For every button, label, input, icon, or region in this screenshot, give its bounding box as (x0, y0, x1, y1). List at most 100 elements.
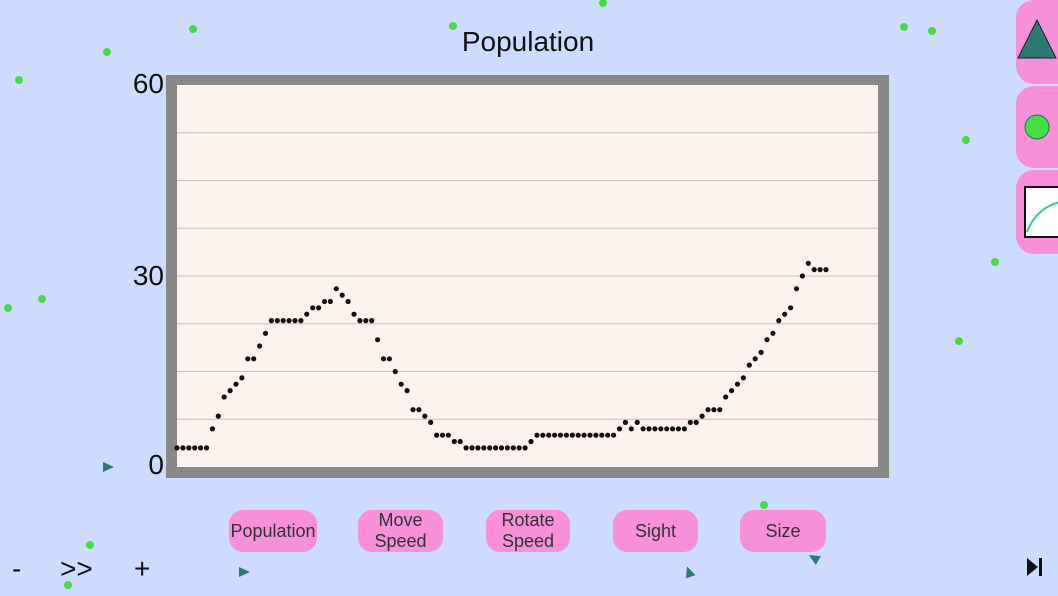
data-point (363, 318, 369, 324)
data-point (239, 375, 245, 381)
data-point (504, 445, 510, 451)
data-point (510, 445, 516, 451)
data-point (622, 419, 629, 425)
sight-button[interactable]: Sight (613, 510, 698, 552)
food-pellet (928, 27, 936, 35)
food-pellet (900, 23, 908, 31)
population-button[interactable]: Population (229, 510, 317, 552)
data-point (180, 445, 186, 451)
data-point (280, 318, 286, 324)
data-point (687, 419, 693, 425)
data-point (658, 426, 664, 432)
chart-title: Population (461, 26, 595, 57)
data-point (310, 305, 316, 311)
data-point (717, 407, 723, 413)
food-pellet (38, 295, 46, 303)
triangle-icon (1017, 18, 1057, 59)
data-point (805, 260, 811, 266)
y-tick-60: 60 (132, 68, 164, 99)
food-pellet (103, 48, 111, 56)
data-point (628, 426, 634, 432)
data-point (186, 445, 192, 451)
data-point (475, 445, 481, 451)
data-point (634, 419, 640, 425)
food-pellet (955, 337, 963, 345)
food-pellet (64, 581, 72, 589)
data-point (333, 286, 339, 292)
data-point (345, 298, 351, 305)
fast-forward-button[interactable]: >> (60, 553, 93, 584)
data-point (557, 432, 564, 438)
data-point (599, 432, 605, 438)
step-icon (1027, 558, 1042, 576)
step-button[interactable] (1026, 557, 1044, 583)
data-point (439, 432, 446, 438)
size-button[interactable]: Size (740, 510, 826, 552)
data-point (581, 432, 587, 438)
data-point (292, 318, 298, 324)
creature (239, 567, 250, 577)
data-point (321, 298, 328, 305)
data-point (764, 337, 770, 343)
data-point (369, 318, 375, 324)
sidebar-tab-chart[interactable] (1016, 170, 1058, 254)
data-point (605, 432, 611, 438)
creature (103, 462, 114, 472)
data-point (463, 445, 469, 451)
data-point (752, 356, 758, 362)
data-point (257, 343, 263, 349)
data-point (546, 432, 552, 438)
data-point (693, 419, 699, 425)
food-pellet (760, 501, 768, 509)
data-point (611, 432, 617, 438)
data-point (398, 381, 404, 387)
food-pellet (189, 25, 197, 33)
food-pellet (449, 22, 457, 30)
data-point (734, 381, 741, 387)
data-point (746, 362, 752, 368)
data-point (575, 432, 581, 438)
data-point (705, 407, 711, 413)
y-tick-30: 30 (132, 260, 164, 291)
food-pellet (962, 136, 970, 144)
data-point (174, 445, 180, 451)
data-point (670, 426, 676, 432)
data-point (487, 445, 493, 451)
data-point (451, 438, 457, 445)
data-point (516, 445, 522, 451)
data-point (316, 305, 322, 311)
sidebar-tab-triangle[interactable] (1016, 0, 1058, 84)
data-point (262, 330, 269, 336)
food-pellet (991, 258, 999, 266)
move-speed-button[interactable]: Move Speed (358, 510, 443, 552)
rotate-speed-button[interactable]: Rotate Speed (486, 510, 570, 552)
data-point (233, 381, 239, 387)
plot-gridlines (177, 132, 878, 420)
speed-increase-button[interactable]: + (134, 553, 151, 584)
data-point (357, 318, 363, 324)
data-point (209, 426, 215, 432)
data-point (375, 337, 381, 343)
data-point (788, 305, 794, 311)
world-layer (4, 0, 999, 589)
data-point (616, 426, 623, 432)
data-point (823, 267, 829, 273)
data-point (298, 318, 304, 324)
data-point (327, 298, 333, 305)
data-point (811, 267, 817, 273)
data-point (404, 388, 410, 394)
data-point (552, 432, 558, 438)
data-point (351, 311, 357, 317)
food-pellet (15, 76, 23, 84)
data-point (469, 445, 475, 451)
data-point (652, 426, 658, 432)
data-point (793, 286, 800, 292)
speed-decrease-button[interactable]: - (12, 553, 22, 584)
food-pellet (599, 0, 607, 7)
data-point (227, 388, 233, 394)
circle-icon (1024, 114, 1050, 140)
data-point (445, 432, 451, 438)
food-pellet (86, 541, 94, 549)
sidebar-tab-circle[interactable] (1016, 86, 1058, 168)
